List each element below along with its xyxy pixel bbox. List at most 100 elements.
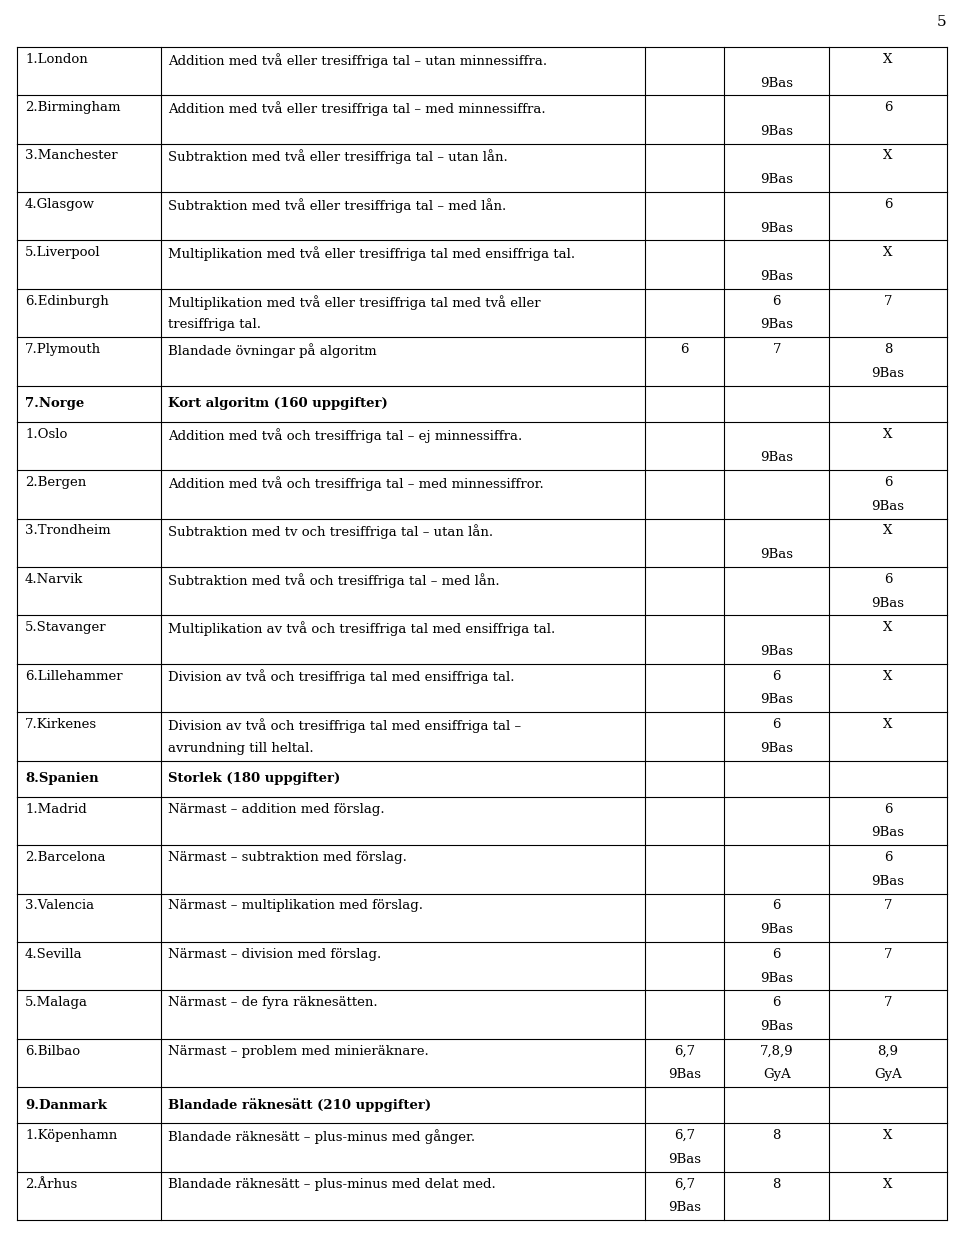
- Text: Subtraktion med två och tresiffriga tal – med lån.: Subtraktion med två och tresiffriga tal …: [168, 573, 499, 588]
- Text: 9.Danmark: 9.Danmark: [25, 1099, 107, 1112]
- Text: 7.Norge: 7.Norge: [25, 398, 84, 410]
- Text: 2.Birmingham: 2.Birmingham: [25, 101, 120, 114]
- Text: 9Bas: 9Bas: [872, 367, 904, 380]
- Text: Addition med två och tresiffriga tal – med minnessiffror.: Addition med två och tresiffriga tal – m…: [168, 475, 543, 492]
- Text: 8: 8: [773, 1178, 780, 1191]
- Text: 7,8,9: 7,8,9: [759, 1045, 794, 1057]
- Text: 6: 6: [884, 198, 892, 211]
- Text: 9Bas: 9Bas: [760, 924, 793, 936]
- Text: 5.Stavanger: 5.Stavanger: [25, 621, 107, 635]
- Text: 3.Valencia: 3.Valencia: [25, 899, 94, 913]
- Text: 7.Plymouth: 7.Plymouth: [25, 343, 101, 356]
- Text: 9Bas: 9Bas: [760, 173, 793, 186]
- Text: 6.Bilbao: 6.Bilbao: [25, 1045, 80, 1057]
- Text: X: X: [883, 525, 893, 537]
- Text: Multiplikation med två eller tresiffriga tal med två eller: Multiplikation med två eller tresiffriga…: [168, 295, 540, 310]
- Text: 6: 6: [884, 851, 892, 864]
- Text: 4.Glasgow: 4.Glasgow: [25, 198, 95, 211]
- Text: Närmast – multiplikation med förslag.: Närmast – multiplikation med förslag.: [168, 899, 423, 913]
- Text: 5.Liverpool: 5.Liverpool: [25, 246, 101, 259]
- Text: 9Bas: 9Bas: [872, 826, 904, 840]
- Text: Närmast – division med förslag.: Närmast – division med förslag.: [168, 947, 381, 961]
- Text: 6,7: 6,7: [674, 1178, 695, 1191]
- Text: 1.Köpenhamn: 1.Köpenhamn: [25, 1129, 117, 1142]
- Text: 6: 6: [884, 573, 892, 585]
- Text: X: X: [883, 718, 893, 731]
- Text: 6: 6: [773, 295, 780, 308]
- Text: Addition med två och tresiffriga tal – ej minnessiffra.: Addition med två och tresiffriga tal – e…: [168, 427, 522, 442]
- Text: 6: 6: [773, 718, 780, 731]
- Text: 6,7: 6,7: [674, 1045, 695, 1057]
- Text: 7.Kirkenes: 7.Kirkenes: [25, 718, 97, 731]
- Text: 2.Århus: 2.Århus: [25, 1178, 77, 1191]
- Text: 9Bas: 9Bas: [760, 693, 793, 706]
- Text: 9Bas: 9Bas: [668, 1153, 701, 1166]
- Text: Subtraktion med två eller tresiffriga tal – med lån.: Subtraktion med två eller tresiffriga ta…: [168, 198, 506, 212]
- Text: 8: 8: [773, 1129, 780, 1142]
- Text: Division av två och tresiffriga tal med ensiffriga tal.: Division av två och tresiffriga tal med …: [168, 669, 515, 684]
- Text: Subtraktion med två eller tresiffriga tal – utan lån.: Subtraktion med två eller tresiffriga ta…: [168, 149, 508, 164]
- Text: 4.Narvik: 4.Narvik: [25, 573, 84, 585]
- Text: 9Bas: 9Bas: [760, 319, 793, 331]
- Text: Blandade räknesätt – plus-minus med gånger.: Blandade räknesätt – plus-minus med gång…: [168, 1129, 475, 1144]
- Text: tresiffriga tal.: tresiffriga tal.: [168, 319, 261, 331]
- Text: 5: 5: [937, 15, 947, 28]
- Text: 9Bas: 9Bas: [760, 452, 793, 464]
- Text: 6: 6: [773, 997, 780, 1009]
- Text: 9Bas: 9Bas: [760, 548, 793, 561]
- Text: 9Bas: 9Bas: [872, 597, 904, 610]
- Text: 3.Trondheim: 3.Trondheim: [25, 525, 110, 537]
- Text: 6,7: 6,7: [674, 1129, 695, 1142]
- Text: X: X: [883, 149, 893, 163]
- Text: 9Bas: 9Bas: [760, 125, 793, 138]
- Text: Addition med två eller tresiffriga tal – med minnessiffra.: Addition med två eller tresiffriga tal –…: [168, 101, 545, 116]
- Text: 7: 7: [884, 899, 892, 913]
- Text: 9Bas: 9Bas: [760, 221, 793, 235]
- Text: 9Bas: 9Bas: [668, 1068, 701, 1082]
- Text: 7: 7: [884, 295, 892, 308]
- Text: 2.Bergen: 2.Bergen: [25, 475, 86, 489]
- Text: X: X: [883, 53, 893, 65]
- Text: avrundning till heltal.: avrundning till heltal.: [168, 742, 314, 755]
- Text: X: X: [883, 1178, 893, 1191]
- Text: Multiplikation med två eller tresiffriga tal med ensiffriga tal.: Multiplikation med två eller tresiffriga…: [168, 246, 575, 261]
- Text: X: X: [883, 246, 893, 259]
- Text: 1.Oslo: 1.Oslo: [25, 427, 67, 441]
- Text: 9Bas: 9Bas: [760, 1020, 793, 1032]
- Text: 8: 8: [884, 343, 892, 356]
- Text: 9Bas: 9Bas: [760, 645, 793, 658]
- Text: 6: 6: [884, 475, 892, 489]
- Text: 8.Spanien: 8.Spanien: [25, 772, 99, 785]
- Text: 9Bas: 9Bas: [668, 1202, 701, 1214]
- Text: Närmast – addition med förslag.: Närmast – addition med förslag.: [168, 803, 385, 815]
- Text: 6.Edinburgh: 6.Edinburgh: [25, 295, 108, 308]
- Text: 9Bas: 9Bas: [872, 874, 904, 888]
- Text: 9Bas: 9Bas: [760, 742, 793, 755]
- Text: 8,9: 8,9: [877, 1045, 899, 1057]
- Text: GyA: GyA: [763, 1068, 790, 1082]
- Text: 6: 6: [884, 101, 892, 114]
- Text: 6.Lillehammer: 6.Lillehammer: [25, 669, 123, 683]
- Text: 9Bas: 9Bas: [760, 77, 793, 89]
- Text: Subtraktion med tv och tresiffriga tal – utan lån.: Subtraktion med tv och tresiffriga tal –…: [168, 525, 493, 540]
- Text: Blandade räknesätt (210 uppgifter): Blandade räknesätt (210 uppgifter): [168, 1098, 431, 1113]
- Text: Addition med två eller tresiffriga tal – utan minnessiffra.: Addition med två eller tresiffriga tal –…: [168, 53, 547, 68]
- Text: 3.Manchester: 3.Manchester: [25, 149, 117, 163]
- Text: Division av två och tresiffriga tal med ensiffriga tal –: Division av två och tresiffriga tal med …: [168, 718, 521, 732]
- Text: 9Bas: 9Bas: [760, 270, 793, 283]
- Text: 9Bas: 9Bas: [872, 500, 904, 513]
- Text: Närmast – de fyra räknesätten.: Närmast – de fyra räknesätten.: [168, 997, 377, 1009]
- Text: 6: 6: [773, 899, 780, 913]
- Text: GyA: GyA: [875, 1068, 901, 1082]
- Text: 1.Madrid: 1.Madrid: [25, 803, 86, 815]
- Text: 2.Barcelona: 2.Barcelona: [25, 851, 106, 864]
- Text: Närmast – subtraktion med förslag.: Närmast – subtraktion med förslag.: [168, 851, 407, 864]
- Text: 4.Sevilla: 4.Sevilla: [25, 947, 83, 961]
- Text: Storlek (180 uppgifter): Storlek (180 uppgifter): [168, 772, 340, 785]
- Text: X: X: [883, 1129, 893, 1142]
- Text: Kort algoritm (160 uppgifter): Kort algoritm (160 uppgifter): [168, 398, 388, 410]
- Text: Blandade övningar på algoritm: Blandade övningar på algoritm: [168, 343, 376, 358]
- Text: 7: 7: [773, 343, 780, 356]
- Text: X: X: [883, 427, 893, 441]
- Text: 7: 7: [884, 947, 892, 961]
